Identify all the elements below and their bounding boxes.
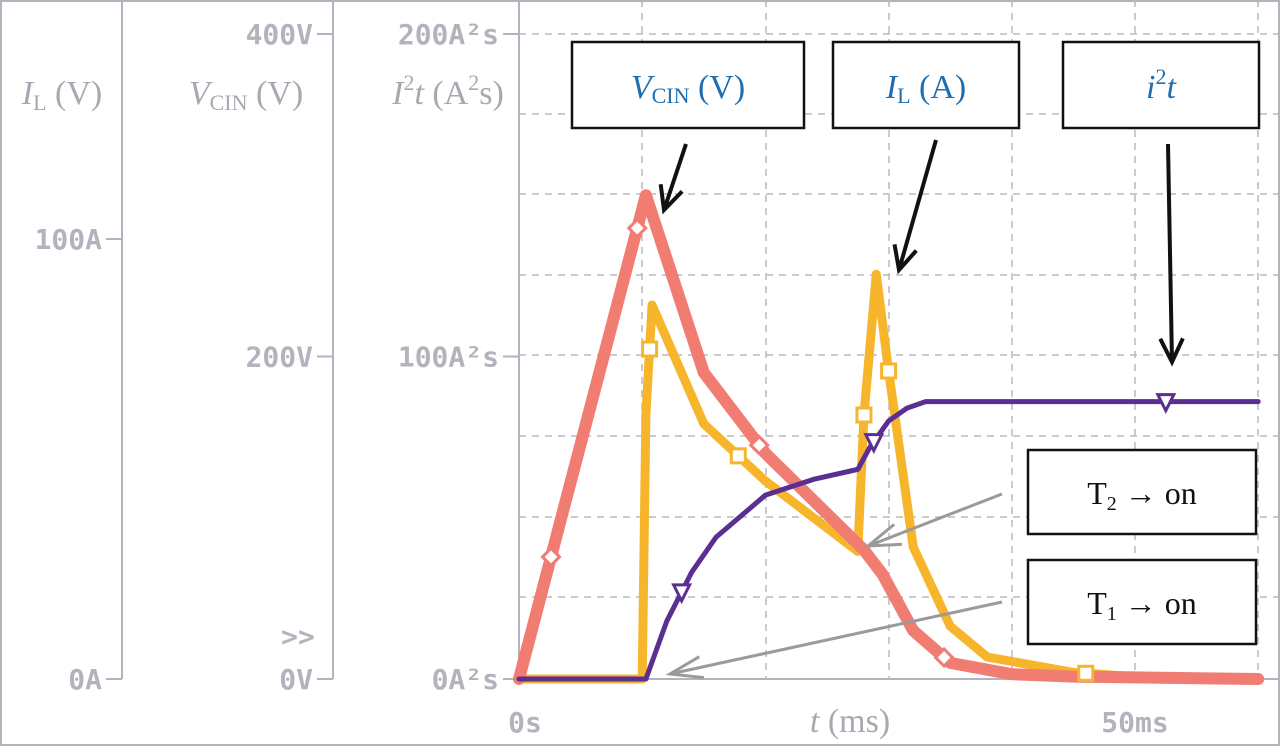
annotation-arrow (669, 600, 1003, 676)
x-tick-label: 0s (508, 706, 542, 739)
series-label-box-VCIN (570, 40, 806, 130)
marker-IL (855, 406, 873, 424)
arrow-IL (897, 139, 938, 271)
axes: 0A 100A IL (V) 0V 200V 400V VCIN (V) >> 0A²s 100A… (21, 0, 1169, 740)
annotation-arrow-head (863, 523, 903, 548)
annotation-arrow-head (665, 655, 704, 680)
axis-title-IL: IL (V) (21, 75, 102, 115)
series-label-I2t: i2t (1146, 64, 1177, 106)
series-line-I2t (516, 399, 1261, 682)
annotations: T2 → on T1 → on (665, 448, 1258, 680)
annotation-text: T1 → on (1087, 585, 1197, 625)
tick-label-VCIN: 0V (279, 663, 313, 696)
series-layer (513, 189, 1265, 685)
marker-I2t (1155, 393, 1177, 415)
marker-IL (1077, 664, 1095, 682)
annotation-box (1026, 558, 1258, 646)
x-tick-label: 50ms (1101, 706, 1168, 739)
marker-VCIN (748, 434, 770, 456)
marker-I2t (863, 433, 885, 454)
tick-label-IL: 100A (35, 223, 103, 256)
series-label-VCIN: VCIN (V) (631, 69, 745, 108)
plot-area (518, 0, 1280, 680)
tick-label-IL: 0A (68, 663, 102, 696)
marker-I2t (671, 583, 693, 605)
annotation-arrow (867, 492, 1003, 548)
tick-label-I2t: 100A²s (398, 341, 499, 374)
series-label-box-I2t (1061, 40, 1261, 130)
marker-VCIN (626, 217, 648, 239)
series-line-VCIN (513, 189, 1265, 685)
axis-title-I2t: I2t (A2s) (391, 70, 504, 112)
marker-IL (729, 447, 747, 465)
tick-label-VCIN: 200V (246, 341, 314, 374)
marker-VCIN (933, 646, 955, 669)
arrow-head-I2t (1158, 337, 1185, 367)
annotation-text: T2 → on (1087, 475, 1197, 515)
tick-label-I2t: 200A²s (398, 18, 499, 51)
marker-IL (880, 362, 898, 380)
marker-IL (641, 340, 659, 358)
arrow-VCIN (662, 143, 688, 211)
series-label-IL: IL (A) (885, 69, 966, 108)
tick-label-VCIN: 400V (246, 18, 314, 51)
axis-title-VCIN: VCIN (V) (189, 75, 303, 115)
annotation-box (1026, 448, 1258, 536)
marker-VCIN (540, 546, 562, 568)
axis-break-marker: >> (281, 620, 315, 653)
series-label-box-IL (831, 40, 1021, 130)
x-axis-label: t (ms) (810, 703, 890, 740)
tick-label-I2t: 0A²s (432, 663, 499, 696)
arrow-head-IL (892, 244, 918, 275)
arrow-head-VCIN (658, 183, 684, 215)
series-labels: VCIN (V) IL (A) i2t (570, 40, 1261, 367)
arrow-I2t (1166, 143, 1174, 363)
